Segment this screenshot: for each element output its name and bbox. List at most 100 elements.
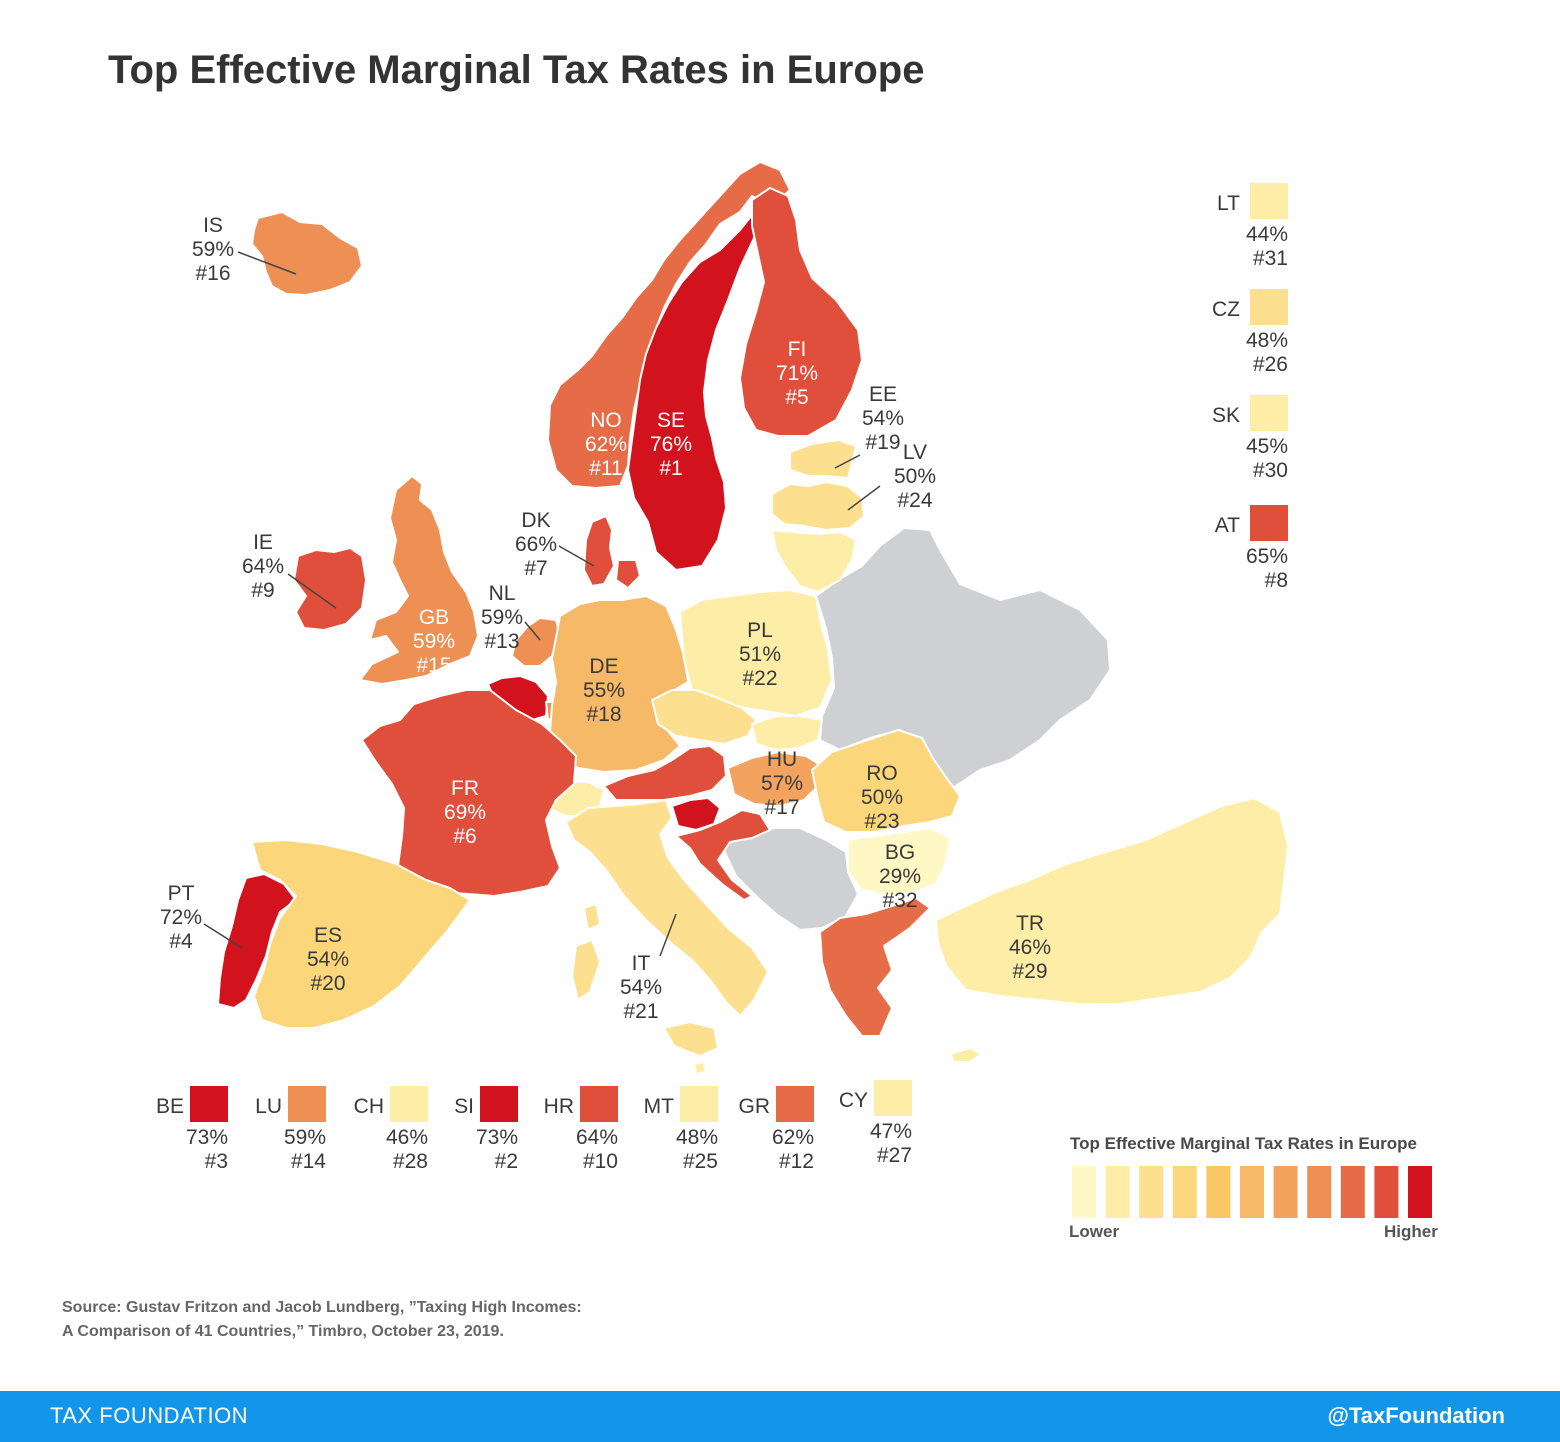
swatch-code-hr: HR — [544, 1095, 574, 1118]
swatch-code-ch: CH — [354, 1095, 384, 1118]
color-scale-step — [1139, 1166, 1164, 1218]
footer-bar: TAX FOUNDATION @TaxFoundation — [0, 1391, 1560, 1442]
footer-handle[interactable]: @TaxFoundation — [1327, 1403, 1505, 1428]
country-sk[interactable] — [751, 715, 823, 751]
swatch-rate-cz: 48% — [1246, 329, 1288, 352]
footer-brand[interactable]: TAX FOUNDATION — [50, 1403, 249, 1428]
country-label-no: NO 62% #11 — [585, 409, 627, 480]
country-ie[interactable] — [293, 547, 367, 631]
swatch-lt — [1250, 183, 1288, 219]
swatch-at — [1250, 505, 1288, 541]
source-line-2: A Comparison of 41 Countries,” Timbro, O… — [62, 1323, 504, 1340]
country-bg[interactable] — [847, 827, 951, 897]
non-included-country-region — [815, 527, 1111, 791]
source-note: Source: Gustav Fritzon and Jacob Lundber… — [62, 1296, 762, 1344]
color-scale-step — [1340, 1166, 1365, 1218]
swatch-code-cz: CZ — [1212, 298, 1240, 321]
country-ro[interactable] — [811, 729, 961, 833]
color-scale-step — [1206, 1166, 1231, 1218]
swatch-sk — [1250, 395, 1288, 431]
country-es[interactable] — [251, 839, 471, 1029]
swatch-rate-cy: 47% — [870, 1120, 912, 1143]
country-de[interactable] — [549, 595, 689, 773]
swatch-rate-ch: 46% — [386, 1126, 428, 1149]
country-label-hu: HU 57% #17 — [761, 748, 803, 819]
country-label-ro: RO 50% #23 — [861, 762, 903, 833]
country-ee[interactable] — [789, 439, 857, 479]
country-fr[interactable] — [361, 689, 577, 897]
swatch-cy — [874, 1080, 912, 1116]
country-label-fr: FR 69% #6 — [444, 777, 486, 848]
country-si[interactable] — [671, 797, 721, 831]
swatch-code-at: AT — [1215, 514, 1240, 537]
swatch-code-gr: GR — [739, 1095, 771, 1118]
swatch-cz — [1250, 289, 1288, 325]
country-label-it: IT 54% #21 — [620, 952, 662, 1023]
country-is[interactable] — [251, 211, 363, 296]
country-se[interactable] — [627, 209, 757, 571]
source-line-1: Source: Gustav Fritzon and Jacob Lundber… — [62, 1299, 582, 1316]
swatch-si — [480, 1086, 518, 1122]
swatch-hr — [580, 1086, 618, 1122]
color-scale-step — [1240, 1166, 1264, 1218]
swatch-code-sk: SK — [1212, 404, 1240, 427]
swatch-rate-lt: 44% — [1246, 223, 1288, 246]
swatch-rank-be: #3 — [205, 1150, 228, 1173]
swatch-rank-sk: #30 — [1253, 459, 1288, 482]
country-at[interactable] — [603, 745, 727, 801]
swatch-rate-mt: 48% — [676, 1126, 718, 1149]
leader-line-ee — [834, 454, 861, 469]
swatch-rank-si: #2 — [495, 1150, 518, 1173]
swatch-rank-lu: #14 — [291, 1150, 326, 1173]
swatch-mt — [680, 1086, 718, 1122]
country-label-nl: NL 59% #13 — [481, 582, 523, 653]
country-label-lv: LV 50% #24 — [894, 441, 936, 512]
leader-line-it — [659, 913, 677, 957]
country-fi[interactable] — [739, 187, 863, 437]
color-scale-step — [1072, 1166, 1096, 1218]
swatch-be — [190, 1086, 228, 1122]
page-title: Top Effective Marginal Tax Rates in Euro… — [108, 48, 925, 92]
country-label-gb: GB 59% #15 — [413, 606, 455, 677]
country-mt[interactable] — [693, 1061, 707, 1075]
country-tr[interactable] — [935, 797, 1289, 1005]
country-gr[interactable] — [819, 897, 931, 1037]
swatch-code-be: BE — [156, 1095, 184, 1118]
country-label-tr: TR 46% #29 — [1009, 912, 1051, 983]
country-hr[interactable] — [675, 809, 771, 901]
country-lv[interactable] — [771, 481, 865, 531]
country-dk[interactable] — [583, 515, 641, 589]
color-scale-step — [1408, 1166, 1432, 1218]
country-label-dk: DK 66% #7 — [515, 509, 557, 580]
swatch-rate-si: 73% — [476, 1126, 518, 1149]
europe-map: LT44%#31CZ48%#26SK45%#30AT65%#8BE73%#3LU… — [156, 161, 1432, 1218]
swatch-code-lt: LT — [1217, 192, 1240, 215]
swatch-rate-sk: 45% — [1246, 435, 1288, 458]
leader-line-nl — [524, 621, 541, 641]
swatch-rank-lt: #31 — [1253, 247, 1288, 270]
country-label-pt: PT 72% #4 — [160, 882, 202, 953]
color-scale-step — [1307, 1166, 1332, 1218]
swatch-rate-at: 65% — [1246, 545, 1288, 568]
swatch-rate-be: 73% — [186, 1126, 228, 1149]
country-label-bg: BG 29% #32 — [879, 841, 921, 912]
swatch-rate-gr: 62% — [772, 1126, 814, 1149]
country-cy[interactable] — [949, 1047, 983, 1063]
leader-line-pt — [203, 923, 243, 949]
swatch-rate-hr: 64% — [576, 1126, 618, 1149]
non-included-country-region — [721, 827, 859, 931]
swatch-code-lu: LU — [255, 1095, 282, 1118]
color-scale-step — [1105, 1166, 1130, 1218]
country-it[interactable] — [565, 799, 769, 1057]
color-scale-step — [1172, 1166, 1197, 1218]
country-lt[interactable] — [771, 529, 857, 593]
swatch-rank-gr: #12 — [779, 1150, 814, 1173]
leader-line-ie — [287, 573, 337, 609]
country-label-de: DE 55% #18 — [583, 655, 625, 726]
country-label-ie: IE 64% #9 — [242, 531, 284, 602]
country-gb[interactable] — [359, 475, 479, 685]
swatch-rate-lu: 59% — [284, 1126, 326, 1149]
color-scale-step — [1374, 1166, 1399, 1218]
swatch-lu — [288, 1086, 326, 1122]
swatch-code-cy: CY — [839, 1089, 868, 1112]
